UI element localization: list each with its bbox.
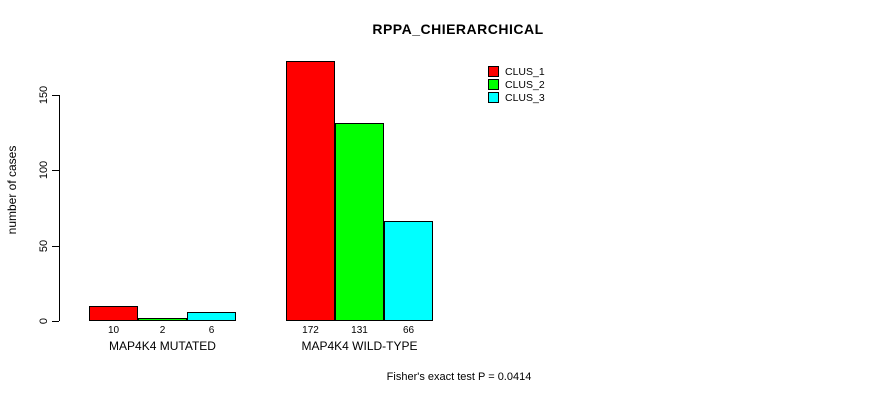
legend: CLUS_1 CLUS_2 CLUS_3: [488, 65, 545, 104]
y-axis-label: number of cases: [5, 145, 19, 235]
y-axis-tick-label: 100: [38, 160, 50, 180]
y-axis-tick: [52, 94, 59, 96]
y-axis-tick-label: 50: [38, 239, 50, 252]
bar-clus-2-map4k4-mutated: [138, 318, 187, 321]
fisher-test-annotation: Fisher's exact test P = 0.0414: [386, 371, 532, 383]
y-axis-tick: [52, 321, 59, 322]
bar-value-label: 2: [159, 325, 166, 336]
legend-swatch-clus-2: [488, 79, 499, 90]
legend-label: CLUS_2: [505, 78, 545, 91]
chart-title: RPPA_CHIERARCHICAL: [372, 21, 544, 37]
legend-item-clus-1: CLUS_1: [488, 65, 545, 78]
bar-value-label: 131: [351, 325, 368, 336]
bar-clus-2-map4k4-wild-type: [335, 123, 384, 321]
y-axis-tick-label: 0: [38, 317, 50, 325]
bar-value-label: 6: [208, 325, 215, 336]
legend-label: CLUS_1: [505, 65, 545, 78]
legend-item-clus-3: CLUS_3: [488, 91, 545, 104]
bar-value-label: 172: [302, 325, 319, 336]
bar-clus-1-map4k4-mutated: [89, 306, 138, 321]
category-label-map4k4-mutated: MAP4K4 MUTATED: [109, 339, 216, 353]
bar-value-label: 66: [402, 325, 415, 336]
bar-value-label: 10: [107, 325, 120, 336]
bar-clus-3-map4k4-wild-type: [384, 221, 433, 321]
y-axis-tick: [52, 245, 59, 247]
y-axis-tick-label: 150: [38, 85, 50, 104]
y-axis-tick: [52, 170, 59, 171]
category-label-map4k4-wild-type: MAP4K4 WILD-TYPE: [301, 339, 418, 353]
bar-clus-3-map4k4-mutated: [187, 312, 236, 321]
legend-swatch-clus-1: [488, 66, 499, 77]
bar-clus-1-map4k4-wild-type: [286, 61, 335, 321]
legend-label: CLUS_3: [505, 91, 545, 104]
legend-item-clus-2: CLUS_2: [488, 78, 545, 91]
y-axis-line: [59, 94, 60, 321]
legend-swatch-clus-3: [488, 92, 499, 103]
